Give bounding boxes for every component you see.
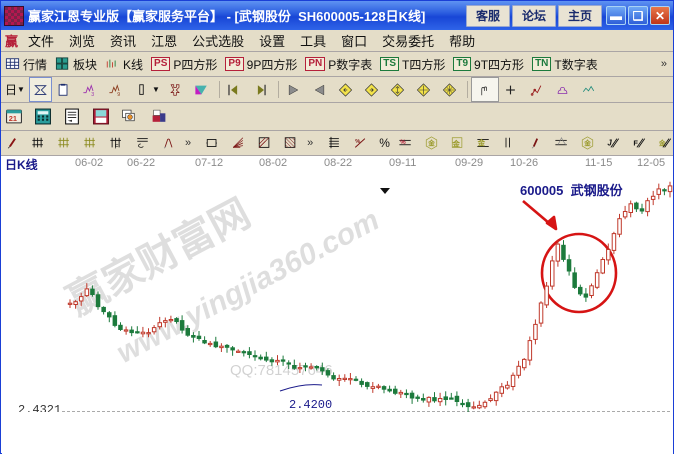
svg-text:金: 金 — [583, 139, 591, 148]
svg-text:9: 9 — [117, 92, 120, 97]
svg-text:金: 金 — [451, 139, 460, 149]
svg-text:F: F — [115, 143, 119, 150]
svg-text:%: % — [400, 139, 406, 146]
svg-text:金: 金 — [427, 139, 435, 148]
svg-text:3: 3 — [91, 92, 94, 97]
svg-text:金: 金 — [477, 138, 486, 148]
svg-text:21: 21 — [9, 114, 17, 123]
svg-text:%: % — [356, 139, 361, 145]
svg-text:金: 金 — [658, 139, 666, 148]
